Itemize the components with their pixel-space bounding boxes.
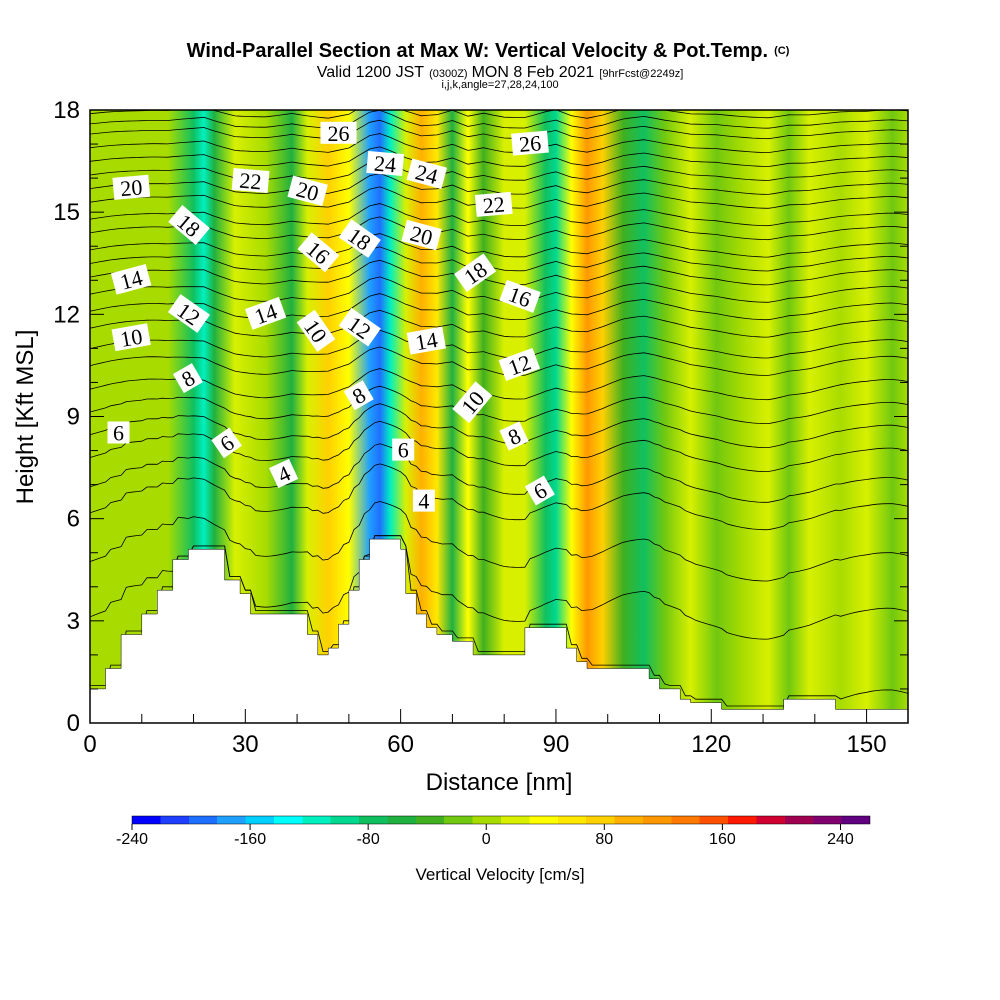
svg-text:22: 22: [238, 168, 262, 195]
svg-text:24: 24: [373, 151, 397, 178]
svg-text:26: 26: [328, 121, 350, 146]
contour-label-10: 4: [269, 458, 299, 489]
theta-line-3: [90, 501, 908, 582]
contour-label-21: 14: [406, 326, 446, 355]
colorbar-ticks: -240 -160 -80 0 80 160 240: [116, 824, 854, 848]
theta-line-12: [90, 309, 908, 338]
theta-line-23: [90, 146, 908, 167]
x-axis-label: Distance [nm]: [426, 769, 573, 796]
theta-line-11: [90, 329, 908, 359]
subtitle-forecast: [9hrFcst@2249z]: [599, 68, 683, 80]
y-tick-label-2: 6: [67, 506, 80, 533]
contour-label-23: 4: [412, 489, 435, 514]
theta-line-15: [90, 259, 908, 286]
y-tick-label-1: 3: [67, 608, 80, 635]
y-axis: 0 3 6 9 12 15 18: [53, 97, 908, 737]
svg-text:6: 6: [398, 438, 409, 463]
y-tick-label-4: 12: [53, 301, 80, 328]
contour-label-13: 10: [296, 309, 336, 352]
svg-text:20: 20: [119, 174, 143, 201]
contour-label-2: 10: [111, 323, 151, 352]
theta-line-9: [90, 368, 908, 401]
y-tick-label-5: 15: [53, 199, 80, 226]
theta-line-13: [90, 293, 908, 321]
theta-line-17: [90, 233, 908, 258]
colorbar-tick-6: 240: [827, 831, 854, 848]
contour-label-20: 20: [401, 219, 442, 250]
svg-text:22: 22: [482, 191, 506, 218]
colorbar: [131, 815, 871, 825]
theta-line-8: [90, 385, 908, 425]
plot-area: [90, 110, 908, 723]
colorbar-label: Vertical Velocity [cm/s]: [415, 865, 584, 884]
y-tick-label-3: 9: [67, 404, 80, 431]
theta-line-4: [90, 463, 908, 531]
contour-label-28: 16: [499, 279, 541, 313]
x-tick-label-4: 120: [691, 731, 731, 758]
chart-subtitle-indices: i,j,k,angle=27,28,24,100: [441, 79, 558, 91]
theta-line-19: [90, 203, 908, 227]
contour-label-14: 26: [320, 121, 357, 146]
contour-label-19: 6: [392, 438, 415, 463]
svg-text:14: 14: [413, 327, 439, 355]
x-tick-label-2: 60: [387, 731, 414, 758]
theta-line-2: [90, 535, 908, 640]
theta-line-16: [90, 246, 908, 272]
y-axis-label: Height [Kft MSL]: [12, 330, 39, 505]
theta-line-22: [90, 159, 908, 181]
chart-subtitle: Valid 1200 JST (0300Z) MON 8 Feb 2021 [9hrF…: [317, 64, 684, 81]
theta-line-21: [90, 173, 908, 195]
svg-text:4: 4: [418, 489, 429, 514]
colorbar-tick-5: 160: [709, 831, 736, 848]
svg-text:10: 10: [118, 323, 144, 351]
colorbar-tick-1: -160: [234, 831, 266, 848]
svg-text:6: 6: [113, 421, 124, 446]
contour-label-29: 12: [498, 347, 541, 381]
theta-line-26: [90, 110, 908, 129]
contour-label-1: 14: [110, 264, 152, 295]
colorbar-tick-0: -240: [116, 831, 148, 848]
y-tick-label-6: 18: [53, 97, 80, 124]
x-tick-label-0: 0: [83, 731, 96, 758]
theta-line-25: [90, 119, 908, 140]
colorbar-tick-4: 80: [595, 831, 613, 848]
colorbar-tick-3: 0: [482, 831, 491, 848]
contour-label-3: 6: [107, 421, 130, 446]
subtitle-date: MON 8 Feb 2021: [472, 64, 595, 81]
contour-label-24: 22: [474, 191, 513, 218]
subtitle-utc: (0300Z): [429, 68, 468, 80]
colorbar-tick-2: -80: [357, 831, 380, 848]
contour-label-8: 22: [231, 168, 270, 195]
x-tick-label-3: 90: [543, 731, 570, 758]
contour-label-30: 8: [499, 421, 529, 451]
theta-line-5: [90, 443, 908, 503]
theta-contours: [90, 110, 908, 707]
contour-label-17: 8: [343, 380, 374, 411]
contour-label-6: 8: [172, 363, 203, 394]
contour-label-0: 20: [112, 174, 151, 201]
theta-line-14: [90, 276, 908, 303]
contour-label-18: 24: [366, 151, 405, 178]
theta-line-18: [90, 216, 908, 241]
theta-line-7: [90, 403, 908, 449]
x-axis: 0 30 60 90 120 150: [83, 709, 887, 758]
svg-text:26: 26: [518, 130, 542, 157]
chart-title-suffix: (C): [774, 45, 790, 57]
contour-label-27: 26: [511, 130, 549, 157]
chart-title-main: Wind-Parallel Section at Max W: Vertical…: [187, 40, 768, 62]
terrain: [90, 538, 908, 723]
contour-label-22: 24: [406, 158, 447, 189]
theta-line-24: [90, 133, 908, 154]
y-tick-label-0: 0: [67, 710, 80, 737]
theta-line-10: [90, 346, 908, 376]
chart-title: Wind-Parallel Section at Max W: Vertical…: [187, 40, 790, 62]
theta-line-27: [90, 110, 908, 119]
x-tick-label-1: 30: [232, 731, 259, 758]
contour-label-7: 6: [211, 427, 242, 459]
x-tick-label-5: 150: [847, 731, 887, 758]
subtitle-valid: Valid 1200 JST: [317, 64, 425, 81]
contour-label-11: 20: [287, 175, 328, 206]
contour-label-31: 6: [524, 475, 555, 506]
